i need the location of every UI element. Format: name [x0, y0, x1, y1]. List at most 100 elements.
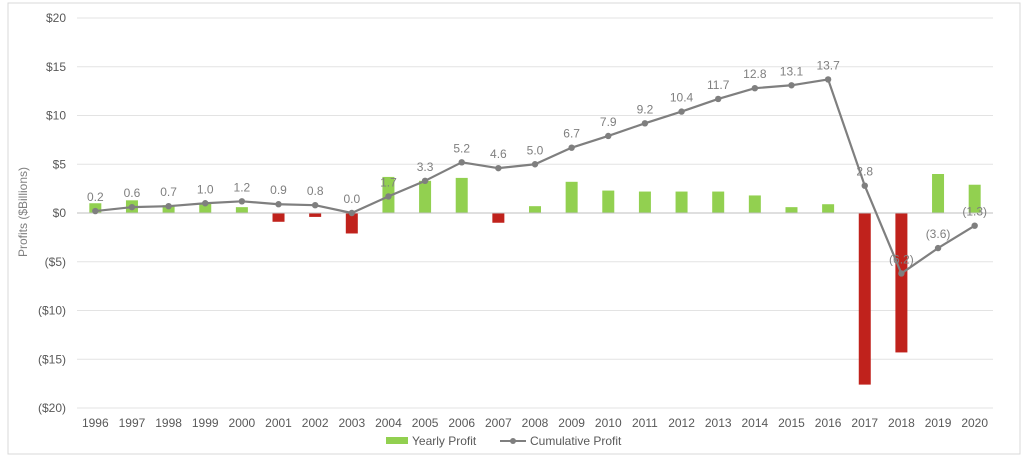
yearly-profit-bar [895, 213, 908, 353]
cumulative-profit-point [678, 108, 685, 115]
x-tick-label: 2013 [705, 416, 732, 430]
cumulative-profit-label: 7.9 [600, 115, 617, 129]
cumulative-profit-label: 0.7 [160, 185, 177, 199]
x-tick-label: 2005 [412, 416, 439, 430]
yearly-profit-bars [89, 174, 981, 385]
x-tick-label: 2012 [668, 416, 695, 430]
x-tick-label: 2020 [961, 416, 988, 430]
yearly-profit-bar [235, 207, 248, 213]
cumulative-profit-point [605, 132, 612, 140]
yearly-profit-bar [199, 203, 212, 213]
x-tick-label: 2014 [741, 416, 768, 430]
cumulative-profit-point [751, 85, 759, 92]
x-tick-label: 1997 [119, 416, 146, 430]
cumulative-profit-label: 12.8 [743, 67, 767, 81]
cumulative-profit-point [531, 161, 539, 168]
yearly-profit-bar [492, 213, 505, 223]
yearly-profit-bar [529, 206, 541, 213]
y-tick-label: ($20) [38, 401, 66, 415]
cumulative-profit-point [934, 244, 942, 252]
cumulative-profit-point [311, 202, 319, 209]
cumulative-profit-label: (3.6) [926, 227, 951, 241]
cumulative-profit-label: 11.7 [707, 78, 730, 92]
x-tick-label: 2002 [302, 416, 329, 430]
yearly-profit-bar [455, 177, 468, 213]
yearly-profit-bar [748, 195, 761, 213]
x-tick-label: 2011 [632, 416, 658, 430]
x-tick-label: 2018 [888, 416, 915, 430]
x-tick-label: 2000 [229, 416, 256, 430]
cumulative-profit-point [824, 76, 832, 83]
cumulative-profit-point [238, 198, 246, 205]
yearly-profit-bar [712, 191, 725, 213]
x-tick-label: 1998 [155, 416, 182, 430]
y-axis-ticks: $20 $15 $10 $5 $0 ($5) ($10) ($15) ($20) [38, 11, 66, 415]
cumulative-profit-point [421, 177, 429, 185]
cumulative-profit-label: 3.3 [417, 160, 434, 174]
y-tick-label: $20 [46, 11, 66, 25]
cumulative-profit-path [95, 78, 976, 275]
x-tick-label: 2016 [815, 416, 842, 430]
data-labels: 0.2 0.6 0.7 1.0 1.2 0.9 0.8 0.0 1.7 3.3 5.2 4.6 5.0 6… [87, 58, 987, 266]
x-tick-label: 2003 [338, 416, 365, 430]
cumulative-profit-point [861, 182, 868, 189]
cumulative-profit-point [898, 270, 905, 277]
cumulative-profit-point [641, 120, 649, 127]
cumulative-profit-point [275, 201, 282, 208]
yearly-profit-bar [602, 190, 615, 213]
cumulative-profit-label: 2.8 [856, 165, 873, 179]
cumulative-profit-label: 13.1 [780, 64, 804, 78]
x-axis-ticks: 1996 1997 1998 1999 2000 2001 2002 2003 2004 2005… [82, 416, 988, 430]
yearly-profit-bar [675, 191, 688, 213]
x-tick-label: 2007 [485, 416, 512, 430]
y-tick-label: $0 [53, 206, 67, 220]
yearly-profit-bar [785, 207, 798, 213]
cumulative-profit-point [495, 164, 502, 172]
yearly-profit-bar [345, 213, 358, 234]
legend: Yearly Profit Cumulative Profit [386, 434, 622, 448]
chart-frame [7, 2, 1021, 455]
cumulative-profit-label: 4.6 [490, 147, 507, 161]
cumulative-profit-label: 0.6 [124, 186, 141, 200]
cumulative-profit-label: (6.2) [889, 252, 914, 266]
cumulative-profit-point [458, 159, 465, 166]
cumulative-profit-point [202, 200, 209, 207]
legend-label-cumulative-profit: Cumulative Profit [530, 434, 622, 448]
cumulative-profit-line [92, 76, 978, 277]
cumulative-profit-label: 1.0 [197, 182, 214, 196]
cumulative-profit-point [715, 95, 722, 103]
yearly-profit-bar [272, 213, 285, 222]
yearly-profit-bar [968, 184, 981, 213]
yearly-profit-bar [565, 181, 578, 213]
y-axis-title: Profits ($Billions) [16, 167, 30, 257]
y-tick-label: $10 [46, 109, 66, 123]
x-tick-label: 2008 [522, 416, 549, 430]
x-tick-label: 2006 [448, 416, 475, 430]
cumulative-profit-point [128, 203, 136, 211]
legend-marker-cumulative-profit [510, 438, 516, 444]
cumulative-profit-label: (1.3) [962, 205, 987, 219]
cumulative-profit-point [348, 209, 355, 217]
x-tick-label: 2010 [595, 416, 622, 430]
legend-label-yearly-profit: Yearly Profit [412, 434, 477, 448]
y-tick-label: $5 [53, 157, 67, 171]
x-tick-label: 2009 [558, 416, 585, 430]
x-tick-label: 2017 [851, 416, 878, 430]
legend-swatch-yearly-profit [386, 437, 408, 444]
y-tick-label: ($10) [38, 304, 66, 318]
yearly-profit-bar [309, 213, 322, 217]
x-tick-label: 1999 [192, 416, 219, 430]
cumulative-profit-label: 1.7 [380, 175, 397, 189]
cumulative-profit-point [568, 144, 575, 151]
yearly-profit-bar [419, 180, 432, 213]
yearly-profit-bar [638, 191, 651, 213]
cumulative-profit-label: 0.9 [270, 183, 287, 197]
cumulative-profit-label: 9.2 [637, 102, 654, 116]
cumulative-profit-label: 5.2 [453, 141, 470, 155]
x-tick-label: 1996 [82, 416, 109, 430]
cumulative-profit-label: 0.0 [343, 192, 360, 206]
x-tick-label: 2004 [375, 416, 402, 430]
yearly-profit-bar [858, 213, 871, 385]
x-tick-label: 2015 [778, 416, 805, 430]
